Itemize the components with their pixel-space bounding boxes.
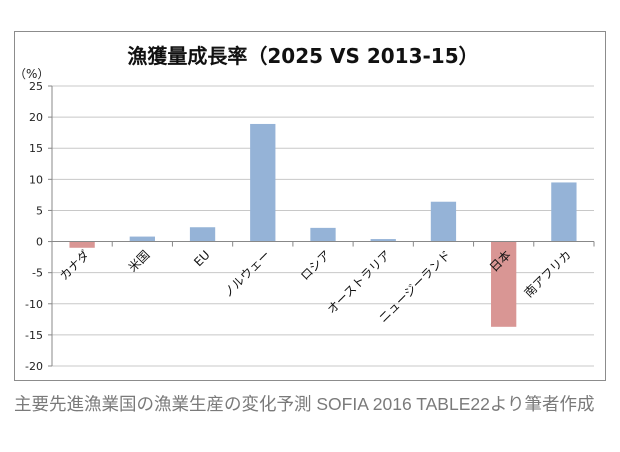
bar (310, 227, 336, 242)
y-tick-label: 20 (29, 111, 43, 124)
x-tick-label: ノルウェー (221, 248, 273, 300)
bar (430, 201, 457, 242)
bar-chart: 漁獲量成長率（2025 VS 2013-15） （%） 25 20 15 10 5 0 -5… (14, 44, 595, 373)
bar (129, 236, 155, 242)
x-tick-label: 米国 (126, 248, 153, 275)
x-tick-label: カナダ (56, 247, 92, 283)
x-tick-label: 南アフリカ (521, 247, 574, 300)
bar (370, 239, 396, 242)
y-tick-label: -10 (25, 298, 43, 311)
figure-caption: 主要先進漁業国の漁業生産の変化予測 SOFIA 2016 TABLE22より筆者… (14, 394, 595, 414)
y-axis-label: （%） (14, 67, 49, 81)
y-tick-label: 0 (36, 236, 43, 249)
y-tick-label: 5 (36, 204, 43, 217)
x-tick-label: オーストラリア (324, 248, 393, 317)
bar (551, 182, 577, 242)
y-tick-label: -20 (25, 360, 43, 373)
bar (491, 241, 517, 327)
y-tick-label: -5 (32, 267, 43, 280)
chart-title: 漁獲量成長率（2025 VS 2013-15） (127, 44, 478, 68)
y-tick-label: 25 (29, 80, 43, 93)
bar (250, 123, 276, 242)
bar (69, 241, 95, 248)
bar (189, 227, 216, 242)
y-tick-label: -15 (25, 329, 43, 342)
x-tick-label: ロシア (298, 248, 333, 283)
x-tick-label: EU (191, 248, 212, 269)
y-tick-label: 15 (29, 142, 43, 155)
y-tick-label: 10 (29, 173, 43, 186)
